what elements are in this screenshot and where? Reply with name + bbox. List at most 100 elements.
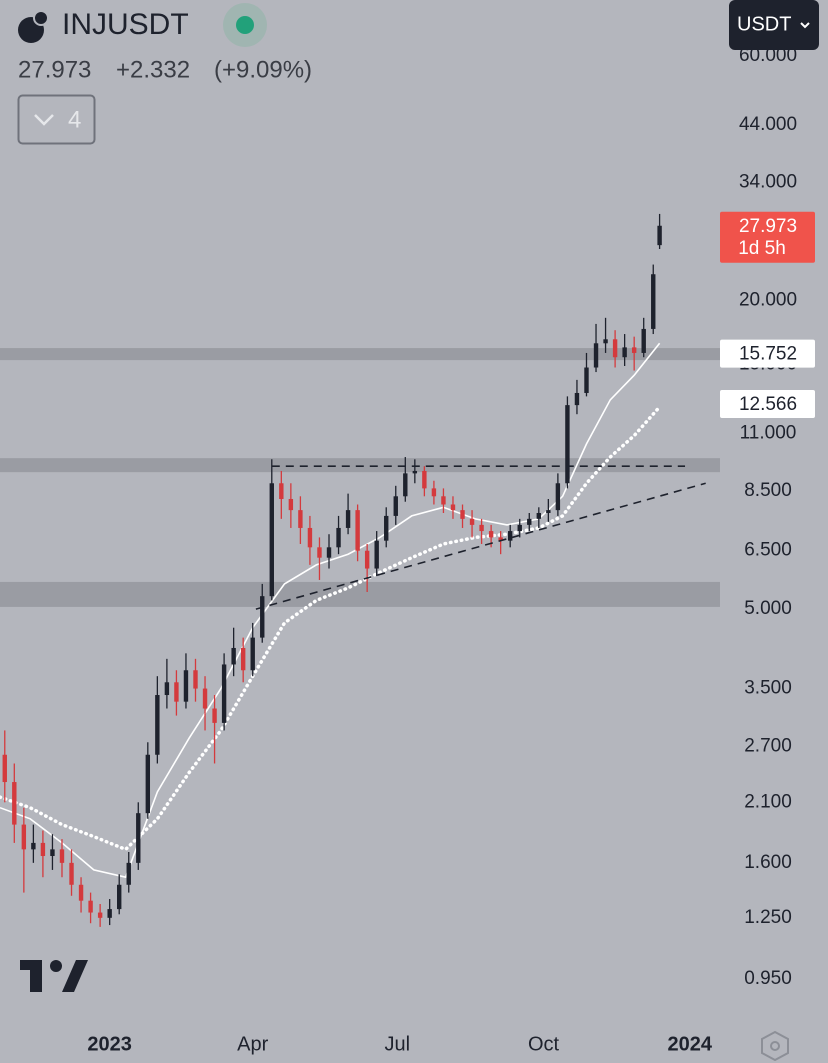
last-price: 27.973: [18, 56, 91, 83]
countdown-label: 1d 5h: [738, 238, 786, 259]
x-tick-label: Jul: [385, 1033, 411, 1055]
candle-body: [212, 708, 217, 723]
indicators-button[interactable]: [17, 94, 96, 145]
candle-body: [250, 637, 255, 671]
y-tick-label: 0.950: [744, 968, 792, 989]
candle-body: [136, 813, 141, 863]
y-tick-label: 1.600: [744, 852, 792, 873]
candle-body: [269, 483, 274, 597]
candle-body: [555, 483, 561, 511]
candle-body: [155, 695, 160, 755]
candle-body: [279, 483, 284, 499]
change-percent: (+9.09%): [214, 56, 312, 83]
candle-body: [78, 884, 84, 901]
x-tick-label: 2024: [668, 1033, 713, 1055]
candle-body: [403, 473, 408, 497]
candle-body: [422, 470, 427, 489]
support-zone: [0, 581, 720, 607]
chevron-icon: [34, 114, 54, 126]
candle-body: [326, 547, 332, 558]
settings-icon[interactable]: [761, 1030, 789, 1062]
price-label: 15.752: [739, 344, 797, 365]
indicator-count: 4: [68, 106, 81, 133]
candle-body: [527, 518, 532, 525]
candle-body: [384, 515, 389, 541]
candle-body: [288, 498, 294, 511]
price-label: 27.973: [739, 216, 797, 237]
candle-body: [641, 328, 646, 353]
support-zone: [0, 348, 720, 361]
candle-body: [374, 540, 379, 569]
candle-body: [450, 504, 456, 511]
price-label-box: [720, 211, 815, 263]
candle-body: [126, 862, 131, 885]
currency-button[interactable]: [729, 0, 819, 50]
currency-chevron: [800, 22, 810, 29]
candle-body: [488, 531, 494, 538]
symbol[interactable]: INJUSDT: [62, 8, 189, 41]
candle-body: [164, 682, 170, 696]
candle-body: [584, 367, 589, 393]
candle-body: [574, 392, 580, 406]
y-tick-label: 44.000: [739, 114, 797, 135]
x-tick-label: 2023: [87, 1033, 132, 1055]
candle-body: [2, 754, 7, 783]
candle-body: [345, 510, 351, 528]
y-tick-label: 34.000: [739, 171, 797, 192]
trendline: [255, 482, 706, 610]
candle-body: [593, 343, 599, 368]
price-label-box: [720, 389, 815, 418]
price-label-box: [720, 339, 815, 368]
plot: 60.00044.00034.00020.00015.00011.0008.50…: [0, 45, 815, 1055]
candle-body: [612, 339, 618, 358]
candle-body: [441, 496, 446, 505]
candle-body: [183, 670, 189, 702]
x-tick-label: Apr: [237, 1033, 268, 1055]
logo-part: [30, 960, 42, 992]
candle-body: [431, 488, 437, 497]
candle-body: [174, 682, 179, 702]
exchange-logo: [33, 10, 49, 26]
candle-body: [657, 225, 662, 246]
moving-average: [0, 342, 661, 879]
candle-body: [193, 670, 198, 689]
candle-body: [546, 510, 551, 513]
candle-body: [393, 496, 398, 516]
candle-body: [536, 512, 542, 519]
candle-body: [469, 518, 475, 525]
y-tick-label: 6.500: [744, 540, 792, 561]
candle-body: [221, 664, 227, 723]
candle-body: [651, 274, 656, 329]
candle-body: [298, 510, 303, 528]
logo-part: [50, 960, 62, 972]
y-tick-label: 5.000: [744, 598, 792, 619]
price-label: 12.566: [739, 394, 797, 415]
y-tick-label: 3.500: [744, 678, 792, 699]
candle-body: [31, 842, 36, 850]
candle-body: [498, 537, 503, 541]
y-tick-label: 2.700: [744, 735, 792, 756]
logo-part: [62, 960, 88, 992]
candle-body: [336, 527, 341, 548]
candle-body: [145, 754, 151, 814]
candle-body: [21, 824, 27, 850]
candle-body: [107, 909, 112, 918]
candle-body: [603, 339, 608, 344]
settings-icon-center: [770, 1041, 780, 1051]
y-tick-label: 2.100: [744, 791, 792, 812]
tradingview-logo: [20, 960, 88, 992]
y-tick-label: 1.250: [744, 907, 792, 928]
candle-body: [307, 527, 313, 548]
candle-body: [69, 862, 74, 885]
support-zone: [0, 458, 720, 473]
candle-body: [565, 405, 570, 484]
candle-body: [240, 647, 246, 671]
y-tick-label: 60.000: [739, 45, 797, 66]
candle-body: [364, 550, 370, 569]
candle-body: [622, 347, 627, 358]
header: INJUSDT 27.973 +2.332 (+9.09%) 4 USDT: [17, 0, 819, 145]
candle-body: [317, 547, 322, 558]
candle-body: [517, 524, 522, 532]
